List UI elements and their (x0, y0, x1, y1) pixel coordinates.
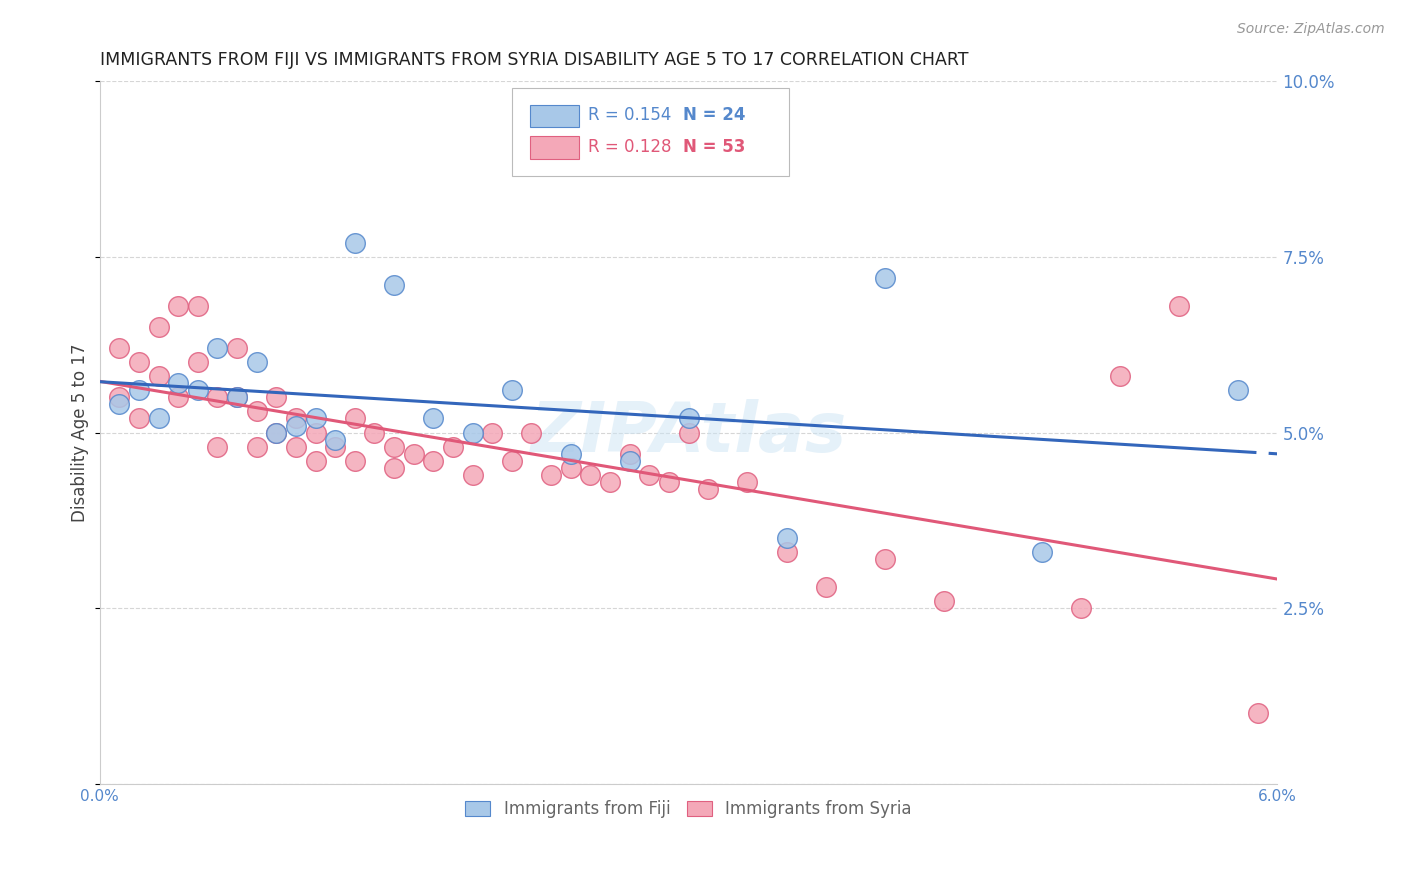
Point (304, 411, 326, 425)
Point (108, 341, 131, 355)
Legend: Immigrants from Fiji, Immigrants from Syria: Immigrants from Fiji, Immigrants from Sy… (458, 793, 918, 824)
Point (266, 425, 288, 440)
Point (776, 531, 799, 545)
Point (266, 425, 288, 440)
Point (382, 460, 405, 475)
Point (187, 355, 209, 369)
FancyBboxPatch shape (530, 136, 579, 159)
Point (304, 425, 326, 440)
Point (246, 440, 269, 454)
Point (501, 453, 523, 467)
Text: N = 24: N = 24 (683, 106, 745, 124)
Point (1168, 299, 1191, 313)
Point (697, 482, 720, 496)
Point (461, 467, 484, 482)
Point (599, 475, 621, 489)
Point (932, 594, 955, 608)
Y-axis label: Disability Age 5 to 17: Disability Age 5 to 17 (72, 343, 89, 522)
Point (148, 320, 170, 334)
Point (128, 355, 150, 369)
Point (363, 425, 385, 440)
Point (284, 440, 307, 454)
Point (1247, 706, 1270, 721)
Text: R = 0.128: R = 0.128 (589, 137, 672, 156)
Point (266, 391, 288, 405)
Point (246, 404, 269, 418)
Text: R = 0.154: R = 0.154 (589, 106, 672, 124)
Point (148, 369, 170, 384)
Point (1227, 384, 1250, 398)
Point (382, 440, 405, 454)
Point (678, 411, 700, 425)
Point (108, 391, 131, 405)
Point (737, 475, 759, 489)
Point (323, 433, 346, 447)
Point (501, 384, 523, 398)
Point (343, 235, 366, 250)
Point (1031, 545, 1053, 559)
Point (284, 411, 307, 425)
Point (658, 475, 681, 489)
Point (226, 391, 249, 405)
Point (226, 341, 249, 355)
Point (284, 418, 307, 433)
Text: ZIPAtlas: ZIPAtlas (530, 399, 846, 466)
Point (461, 425, 484, 440)
Point (226, 391, 249, 405)
Point (560, 460, 582, 475)
Point (873, 271, 896, 285)
Point (207, 391, 229, 405)
Point (128, 411, 150, 425)
Point (148, 411, 170, 425)
Point (481, 425, 503, 440)
Point (304, 453, 326, 467)
Point (167, 391, 190, 405)
Text: IMMIGRANTS FROM FIJI VS IMMIGRANTS FROM SYRIA DISABILITY AGE 5 TO 17 CORRELATION: IMMIGRANTS FROM FIJI VS IMMIGRANTS FROM … (100, 51, 969, 69)
Point (441, 440, 464, 454)
Point (402, 447, 425, 461)
Point (343, 453, 366, 467)
Point (187, 384, 209, 398)
Point (422, 453, 444, 467)
Point (678, 425, 700, 440)
Point (619, 447, 641, 461)
Point (814, 580, 837, 594)
Point (128, 384, 150, 398)
Point (343, 411, 366, 425)
Point (619, 453, 641, 467)
Point (167, 299, 190, 313)
Point (638, 467, 661, 482)
FancyBboxPatch shape (512, 88, 789, 176)
Point (540, 467, 562, 482)
Point (323, 440, 346, 454)
Point (246, 355, 269, 369)
Point (187, 299, 209, 313)
Point (1070, 601, 1092, 615)
Point (776, 545, 799, 559)
Point (207, 440, 229, 454)
Point (579, 467, 602, 482)
Point (207, 341, 229, 355)
Point (520, 425, 543, 440)
Point (108, 397, 131, 411)
Point (422, 411, 444, 425)
FancyBboxPatch shape (530, 104, 579, 127)
Point (1109, 369, 1132, 384)
Text: Source: ZipAtlas.com: Source: ZipAtlas.com (1237, 22, 1385, 37)
Point (873, 552, 896, 566)
Point (382, 278, 405, 293)
Text: N = 53: N = 53 (683, 137, 745, 156)
Point (167, 376, 190, 391)
Point (560, 447, 582, 461)
